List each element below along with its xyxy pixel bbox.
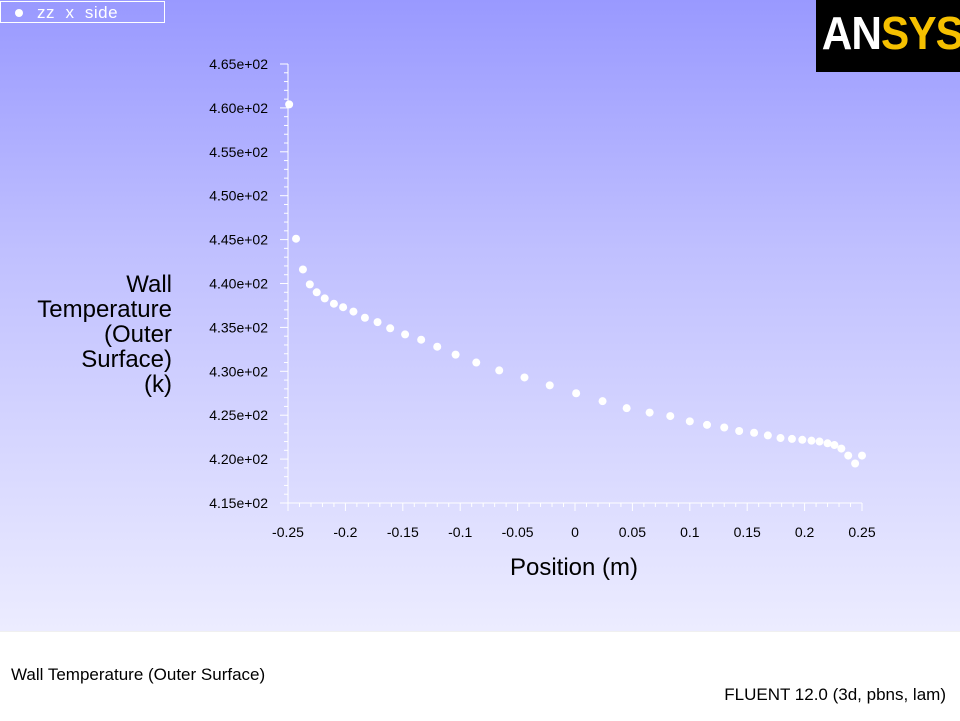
- y-axis-label-line: (k): [144, 371, 172, 398]
- data-point: [305, 280, 314, 289]
- data-point: [815, 437, 824, 446]
- data-point: [433, 342, 442, 351]
- data-point: [622, 404, 631, 413]
- data-point: [685, 417, 694, 426]
- data-point: [312, 288, 321, 297]
- y-axis-label-line: Wall: [126, 271, 172, 298]
- data-point: [735, 427, 744, 436]
- x-tick-label: -0.15: [387, 524, 419, 540]
- data-point: [837, 444, 846, 453]
- y-tick-label: 4.20e+02: [209, 451, 268, 467]
- data-point: [798, 435, 807, 444]
- data-point: [750, 428, 759, 437]
- x-tick-label: 0.1: [680, 524, 700, 540]
- data-point: [720, 423, 729, 432]
- data-point: [417, 335, 426, 344]
- data-point: [349, 307, 358, 316]
- logo-text-part2: SYS: [881, 7, 960, 59]
- scatter-plot: 4.15e+02 4.20e+02 4.25e+02 4.30e+02 4.35e+02…: [209, 56, 876, 581]
- data-point: [472, 358, 481, 367]
- data-point: [776, 434, 785, 443]
- data-point: [545, 381, 554, 390]
- data-point: [823, 439, 832, 448]
- ansys-logo-text: ANSYS: [821, 6, 960, 60]
- x-tick-label: 0: [571, 524, 579, 540]
- data-point: [703, 420, 712, 429]
- legend: zz x side: [0, 1, 165, 23]
- x-tick-label: 0.2: [795, 524, 815, 540]
- data-point: [598, 397, 607, 406]
- data-point: [298, 265, 307, 274]
- data-point: [572, 389, 581, 398]
- data-point: [329, 299, 338, 308]
- footer-panel: Wall Temperature (Outer Surface) FLUENT …: [0, 631, 960, 721]
- data-point: [285, 100, 294, 109]
- data-point: [373, 318, 382, 327]
- legend-marker-icon: [15, 9, 23, 17]
- y-axis-label-line: (Outer: [103, 321, 172, 348]
- y-tick-label: 4.45e+02: [209, 232, 268, 248]
- y-tick-label: 4.40e+02: [209, 276, 268, 292]
- data-point: [787, 434, 796, 443]
- data-point: [495, 366, 504, 375]
- y-tick-label: 4.60e+02: [209, 100, 268, 116]
- data-point: [401, 330, 410, 339]
- legend-label: zz x side: [37, 3, 119, 22]
- data-point: [645, 408, 654, 417]
- y-tick-label: 4.65e+02: [209, 56, 268, 72]
- version-info: FLUENT 12.0 (3d, pbns, lam): [724, 685, 946, 704]
- ansys-logo: ANSYS: [816, 0, 960, 72]
- x-tick-label: 0.15: [734, 524, 761, 540]
- x-tick-label: -0.25: [272, 524, 304, 540]
- data-point: [451, 350, 460, 359]
- y-tick-label: 4.25e+02: [209, 407, 268, 423]
- data-point: [851, 459, 860, 468]
- y-axis-label-line: Surface): [81, 346, 172, 373]
- data-point: [807, 436, 816, 445]
- data-point: [763, 431, 772, 440]
- y-tick-label: 4.50e+02: [209, 188, 268, 204]
- data-point: [292, 234, 301, 243]
- logo-text-part1: AN: [821, 7, 882, 59]
- plot-area: 4.15e+02 4.20e+02 4.25e+02 4.30e+02 4.35e+02…: [0, 0, 960, 631]
- data-point: [844, 451, 853, 460]
- x-tick-label: -0.05: [502, 524, 534, 540]
- axes: 4.15e+02 4.20e+02 4.25e+02 4.30e+02 4.35e+02…: [209, 56, 876, 540]
- x-tick-label: 0.05: [619, 524, 646, 540]
- data-point: [520, 373, 529, 382]
- data-point: [339, 303, 348, 312]
- x-axis-label: Position (m): [510, 554, 638, 581]
- data-point: [858, 451, 866, 460]
- y-axis-label: Wall Temperature (Outer Surface) (k): [6, 272, 172, 397]
- data-point: [830, 441, 839, 450]
- x-tick-label: -0.2: [333, 524, 357, 540]
- data-points: [285, 100, 866, 468]
- data-point: [360, 313, 369, 322]
- y-axis-label-line: Temperature: [37, 296, 172, 323]
- x-tick-label: -0.1: [448, 524, 472, 540]
- y-tick-label: 4.15e+02: [209, 495, 268, 511]
- y-tick-label: 4.55e+02: [209, 144, 268, 160]
- data-point: [666, 412, 675, 421]
- y-tick-label: 4.35e+02: [209, 319, 268, 335]
- y-tick-label: 4.30e+02: [209, 363, 268, 379]
- plot-title: Wall Temperature (Outer Surface): [11, 665, 266, 684]
- x-tick-label: 0.25: [848, 524, 875, 540]
- data-point: [386, 324, 395, 333]
- data-point: [320, 294, 329, 303]
